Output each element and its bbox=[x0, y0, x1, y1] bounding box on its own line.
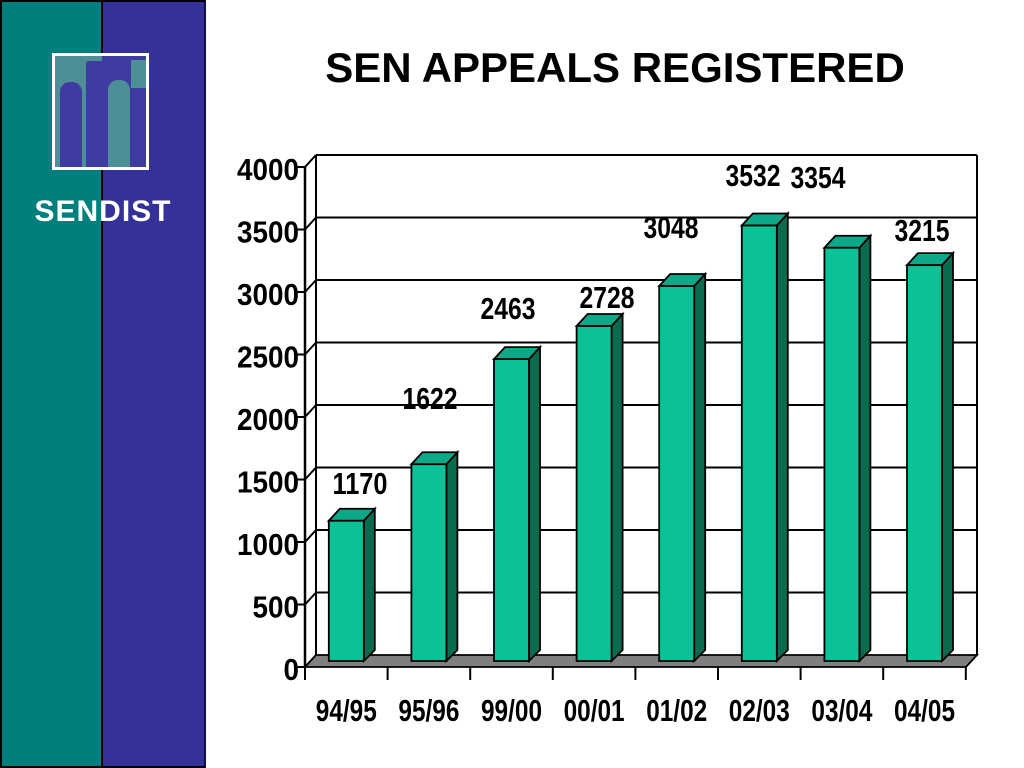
y-tick-label: 2500 bbox=[237, 340, 299, 375]
bar-data-label: 3354 bbox=[791, 160, 847, 195]
bar-side-face bbox=[445, 449, 459, 664]
y-tick-label: 500 bbox=[253, 590, 300, 625]
bar bbox=[327, 519, 365, 662]
y-tick-label: 1500 bbox=[237, 465, 299, 500]
gridline-diagonal bbox=[304, 591, 317, 606]
bar-data-label: 2463 bbox=[481, 291, 536, 326]
gridline-diagonal bbox=[304, 404, 317, 418]
bar-data-label: 3048 bbox=[644, 210, 699, 245]
x-tick-label: 00/01 bbox=[564, 693, 625, 728]
y-tick-label: 4000 bbox=[237, 152, 299, 187]
x-tick-label: 99/00 bbox=[481, 693, 542, 728]
logo-corner-block bbox=[131, 60, 146, 88]
logo-center-stem bbox=[86, 61, 107, 167]
bar-side-face bbox=[775, 211, 789, 664]
sendist-logo bbox=[52, 53, 149, 170]
y-tick-label: 1000 bbox=[237, 527, 299, 562]
gridline-diagonal bbox=[304, 154, 317, 168]
x-tick-label: 02/03 bbox=[729, 693, 790, 728]
bar-side-face bbox=[858, 233, 872, 664]
gridline-diagonal bbox=[304, 341, 317, 356]
y-tick-label: 3000 bbox=[237, 277, 299, 312]
bar-data-label: 3532 bbox=[726, 158, 781, 193]
bar bbox=[740, 224, 778, 662]
x-tick-label: 95/96 bbox=[398, 693, 459, 728]
logo-right-pillar bbox=[108, 80, 130, 167]
x-tick-label: 01/02 bbox=[646, 693, 707, 728]
y-tick-label: 0 bbox=[284, 652, 300, 687]
gridline-diagonal bbox=[304, 529, 317, 543]
bar bbox=[575, 325, 613, 662]
x-tick-label: 03/04 bbox=[811, 693, 873, 728]
x-tick-label: 94/95 bbox=[316, 693, 377, 728]
bar-side-face bbox=[941, 250, 954, 664]
bar-side-face bbox=[693, 271, 707, 664]
y-tick-label: 2000 bbox=[237, 402, 299, 437]
bar-data-label: 1622 bbox=[403, 381, 458, 416]
bar bbox=[410, 463, 448, 662]
gridline-diagonal bbox=[304, 466, 317, 481]
x-tick-label: 04/05 bbox=[894, 693, 955, 728]
gridline-diagonal bbox=[304, 216, 317, 231]
chart-title: SEN APPEALS REGISTERED bbox=[325, 44, 905, 91]
bar bbox=[658, 285, 696, 662]
bar bbox=[493, 358, 530, 662]
logo-left-pillar bbox=[60, 82, 82, 167]
chart-floor bbox=[302, 654, 980, 668]
bar-side-face bbox=[528, 344, 541, 664]
y-tick-label: 3500 bbox=[237, 215, 299, 250]
bar-side-face bbox=[610, 311, 624, 664]
gridline-diagonal bbox=[304, 279, 317, 293]
bar bbox=[823, 246, 861, 662]
bar-side-face bbox=[362, 506, 376, 664]
bar-data-label: 1170 bbox=[333, 466, 388, 501]
sidebar-brand-label: SENDIST bbox=[34, 195, 172, 228]
bar-data-label: 3215 bbox=[895, 213, 950, 248]
bar-data-label: 2728 bbox=[580, 280, 635, 315]
bar bbox=[906, 264, 943, 662]
